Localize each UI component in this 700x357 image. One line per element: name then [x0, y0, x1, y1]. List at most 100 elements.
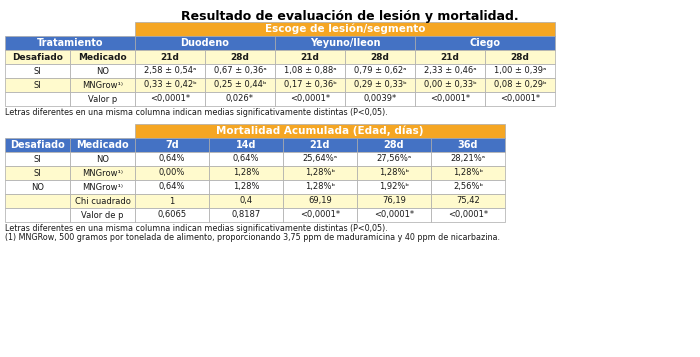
- Bar: [431, 180, 505, 194]
- Text: 2,33 ± 0,46ᵃ: 2,33 ± 0,46ᵃ: [424, 66, 476, 75]
- Text: 76,19: 76,19: [382, 196, 406, 206]
- Text: Letras diferentes en una misma columna indican medias significativamente distint: Letras diferentes en una misma columna i…: [5, 108, 388, 117]
- Bar: [205, 64, 275, 78]
- Bar: [431, 208, 505, 222]
- Bar: [205, 92, 275, 106]
- Bar: [70, 180, 135, 194]
- Text: Valor p: Valor p: [88, 95, 117, 104]
- Bar: [135, 180, 209, 194]
- Bar: [5, 64, 70, 78]
- Bar: [209, 138, 283, 152]
- Text: 1,28%ᵇ: 1,28%ᵇ: [305, 169, 335, 177]
- Bar: [415, 64, 485, 78]
- Text: 0,6065: 0,6065: [158, 211, 187, 220]
- Bar: [357, 166, 431, 180]
- Text: Chi cuadrado: Chi cuadrado: [75, 196, 130, 206]
- Bar: [209, 194, 283, 208]
- Text: 21d: 21d: [440, 52, 459, 61]
- Bar: [70, 78, 135, 92]
- Text: 1,92%ᵇ: 1,92%ᵇ: [379, 182, 409, 191]
- Bar: [135, 50, 205, 64]
- Bar: [275, 50, 345, 64]
- Text: SI: SI: [34, 169, 41, 177]
- Bar: [283, 208, 357, 222]
- Bar: [431, 138, 505, 152]
- Text: 1,28%: 1,28%: [232, 182, 259, 191]
- Bar: [135, 138, 209, 152]
- Bar: [415, 36, 555, 50]
- Text: <0,0001*: <0,0001*: [448, 211, 488, 220]
- Bar: [5, 180, 70, 194]
- Text: 0,64%: 0,64%: [232, 155, 259, 164]
- Text: 27,56%ᵃ: 27,56%ᵃ: [377, 155, 412, 164]
- Bar: [5, 138, 70, 152]
- Text: <0,0001*: <0,0001*: [150, 95, 190, 104]
- Text: 28,21%ᵃ: 28,21%ᵃ: [450, 155, 486, 164]
- Text: 0,67 ± 0,36ᵃ: 0,67 ± 0,36ᵃ: [214, 66, 267, 75]
- Text: <0,0001*: <0,0001*: [290, 95, 330, 104]
- Text: 0,08 ± 0,29ᵇ: 0,08 ± 0,29ᵇ: [494, 80, 546, 90]
- Bar: [135, 36, 275, 50]
- Bar: [205, 50, 275, 64]
- Bar: [345, 64, 415, 78]
- Bar: [275, 36, 415, 50]
- Bar: [70, 64, 135, 78]
- Bar: [70, 208, 135, 222]
- Text: 1,28%ᵇ: 1,28%ᵇ: [305, 182, 335, 191]
- Bar: [357, 152, 431, 166]
- Text: SI: SI: [34, 80, 41, 90]
- Bar: [5, 36, 135, 50]
- Bar: [135, 208, 209, 222]
- Bar: [431, 152, 505, 166]
- Bar: [283, 194, 357, 208]
- Text: Duodeno: Duodeno: [181, 38, 230, 48]
- Text: 1,28%ᵇ: 1,28%ᵇ: [379, 169, 409, 177]
- Text: 21d: 21d: [309, 140, 330, 150]
- Text: 0,25 ± 0,44ᵇ: 0,25 ± 0,44ᵇ: [214, 80, 266, 90]
- Text: Medicado: Medicado: [78, 52, 127, 61]
- Text: Escoge de lesión/segmento: Escoge de lesión/segmento: [265, 24, 426, 34]
- Bar: [345, 92, 415, 106]
- Bar: [135, 22, 555, 36]
- Text: MNGrow¹⁾: MNGrow¹⁾: [82, 182, 123, 191]
- Bar: [209, 180, 283, 194]
- Bar: [5, 194, 70, 208]
- Text: Mortalidad Acumulada (Edad, días): Mortalidad Acumulada (Edad, días): [216, 126, 424, 136]
- Text: 28d: 28d: [510, 52, 529, 61]
- Text: 0,64%: 0,64%: [159, 182, 186, 191]
- Text: Desafiado: Desafiado: [12, 52, 63, 61]
- Text: <0,0001*: <0,0001*: [300, 211, 340, 220]
- Text: SI: SI: [34, 155, 41, 164]
- Text: Ciego: Ciego: [470, 38, 500, 48]
- Text: 69,19: 69,19: [308, 196, 332, 206]
- Text: MNGrow¹⁾: MNGrow¹⁾: [82, 80, 123, 90]
- Text: Yeyuno/Ileon: Yeyuno/Ileon: [309, 38, 380, 48]
- Text: 1,00 ± 0,39ᵃ: 1,00 ± 0,39ᵃ: [494, 66, 546, 75]
- Text: NO: NO: [31, 182, 44, 191]
- Text: 14d: 14d: [236, 140, 256, 150]
- Bar: [357, 208, 431, 222]
- Bar: [485, 64, 555, 78]
- Text: Tratamiento: Tratamiento: [36, 38, 104, 48]
- Text: 0,00 ± 0,33ᵇ: 0,00 ± 0,33ᵇ: [424, 80, 477, 90]
- Text: 0,33 ± 0,42ᵇ: 0,33 ± 0,42ᵇ: [144, 80, 197, 90]
- Text: MNGrow¹⁾: MNGrow¹⁾: [82, 169, 123, 177]
- Bar: [5, 166, 70, 180]
- Bar: [485, 50, 555, 64]
- Bar: [5, 92, 70, 106]
- Text: 0,17 ± 0,36ᵇ: 0,17 ± 0,36ᵇ: [284, 80, 337, 90]
- Bar: [135, 92, 205, 106]
- Text: Letras diferentes en una misma columna indican medias significativamente distint: Letras diferentes en una misma columna i…: [5, 224, 388, 233]
- Bar: [345, 78, 415, 92]
- Bar: [283, 180, 357, 194]
- Text: 28d: 28d: [384, 140, 405, 150]
- Bar: [5, 50, 70, 64]
- Text: 2,56%ᵇ: 2,56%ᵇ: [453, 182, 483, 191]
- Bar: [135, 152, 209, 166]
- Text: 0,79 ± 0,62ᵃ: 0,79 ± 0,62ᵃ: [354, 66, 406, 75]
- Bar: [345, 50, 415, 64]
- Text: 25,64%ᵃ: 25,64%ᵃ: [302, 155, 337, 164]
- Text: 0,64%: 0,64%: [159, 155, 186, 164]
- Bar: [275, 92, 345, 106]
- Text: 0,026*: 0,026*: [226, 95, 254, 104]
